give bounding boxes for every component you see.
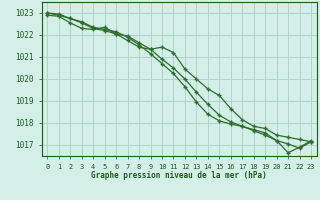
X-axis label: Graphe pression niveau de la mer (hPa): Graphe pression niveau de la mer (hPa) <box>91 171 267 180</box>
